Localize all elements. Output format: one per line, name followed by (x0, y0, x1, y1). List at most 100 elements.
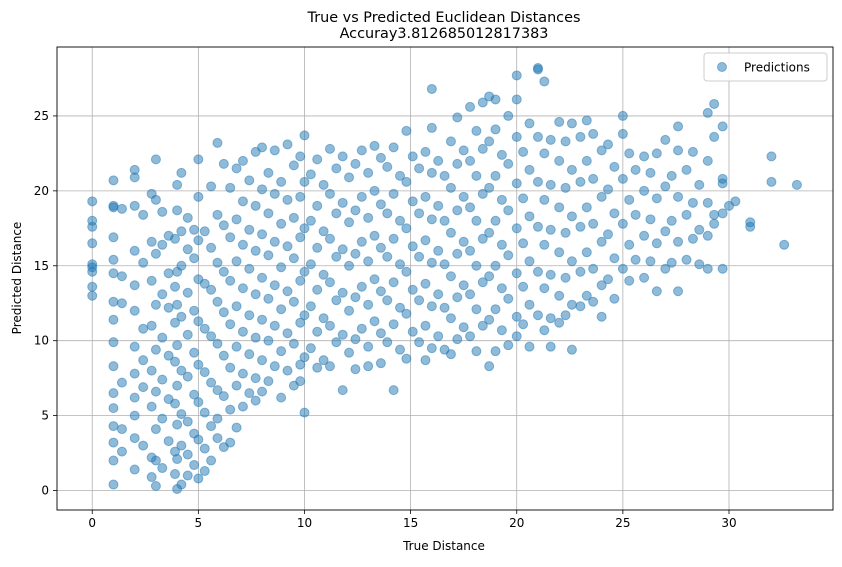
data-point (484, 136, 495, 147)
data-point (388, 277, 399, 288)
data-point (511, 331, 522, 342)
data-point (157, 463, 168, 474)
data-point (138, 440, 149, 451)
data-point (439, 302, 450, 313)
data-point (503, 158, 514, 169)
data-point (150, 248, 161, 259)
data-point (176, 226, 187, 237)
data-point (511, 223, 522, 234)
data-point (588, 263, 599, 274)
data-point (624, 275, 635, 286)
data-point (244, 263, 255, 274)
legend: Predictions (703, 52, 828, 82)
data-point (312, 284, 323, 295)
data-point (129, 410, 140, 421)
data-point (518, 146, 529, 157)
data-point (356, 236, 367, 247)
data-point (331, 208, 342, 219)
data-point (465, 101, 476, 112)
data-point (484, 227, 495, 238)
data-point (484, 271, 495, 282)
data-point (666, 257, 677, 268)
data-point (575, 266, 586, 277)
data-point (609, 253, 620, 264)
data-point (231, 301, 242, 312)
data-point (225, 275, 236, 286)
data-point (766, 151, 777, 162)
data-point (182, 287, 193, 298)
data-point (257, 142, 268, 153)
data-point (193, 154, 204, 165)
data-point (651, 238, 662, 249)
data-point (324, 143, 335, 154)
data-point (324, 361, 335, 372)
data-point (630, 209, 641, 220)
data-point (539, 148, 550, 159)
data-point (172, 380, 183, 391)
data-point (244, 388, 255, 399)
data-point (269, 188, 280, 199)
data-point (645, 256, 656, 267)
data-point (651, 148, 662, 159)
data-point (344, 305, 355, 316)
data-point (730, 196, 741, 207)
data-point (276, 218, 287, 229)
data-point (458, 191, 469, 202)
data-point (458, 145, 469, 156)
y-tick-label: 25 (34, 109, 49, 123)
data-point (312, 326, 323, 337)
data-point (503, 340, 514, 351)
data-point (206, 181, 217, 192)
data-point (182, 212, 193, 223)
data-point (511, 70, 522, 81)
data-point (150, 455, 161, 466)
data-point (694, 259, 705, 270)
data-point (108, 361, 119, 372)
data-point (539, 194, 550, 205)
data-point (445, 182, 456, 193)
data-point (324, 233, 335, 244)
data-point (206, 455, 217, 466)
data-point (269, 145, 280, 156)
data-point (257, 272, 268, 283)
data-point (324, 277, 335, 288)
data-point (382, 208, 393, 219)
data-point (231, 422, 242, 433)
data-point (269, 320, 280, 331)
data-point (524, 164, 535, 175)
data-point (331, 163, 342, 174)
data-point (176, 409, 187, 420)
data-point (129, 433, 140, 444)
data-point (189, 224, 200, 235)
data-point (87, 281, 98, 292)
data-point (375, 152, 386, 163)
data-point (193, 191, 204, 202)
data-point (350, 205, 361, 216)
data-point (426, 214, 437, 225)
data-point (182, 329, 193, 340)
data-point (630, 164, 641, 175)
data-point (630, 254, 641, 265)
data-point (189, 389, 200, 400)
data-point (163, 350, 174, 361)
data-point (545, 179, 556, 190)
data-point (182, 449, 193, 460)
data-point (532, 310, 543, 321)
data-point (129, 392, 140, 403)
data-point (382, 161, 393, 172)
data-point (477, 233, 488, 244)
data-point (609, 293, 620, 304)
data-point (295, 317, 306, 328)
data-point (532, 131, 543, 142)
data-point (445, 271, 456, 282)
data-point (673, 191, 684, 202)
data-point (687, 197, 698, 208)
data-point (276, 346, 287, 357)
data-point (596, 311, 607, 322)
data-point (331, 337, 342, 348)
data-point (645, 214, 656, 225)
data-point (532, 221, 543, 232)
data-point (414, 163, 425, 174)
data-point (490, 260, 501, 271)
